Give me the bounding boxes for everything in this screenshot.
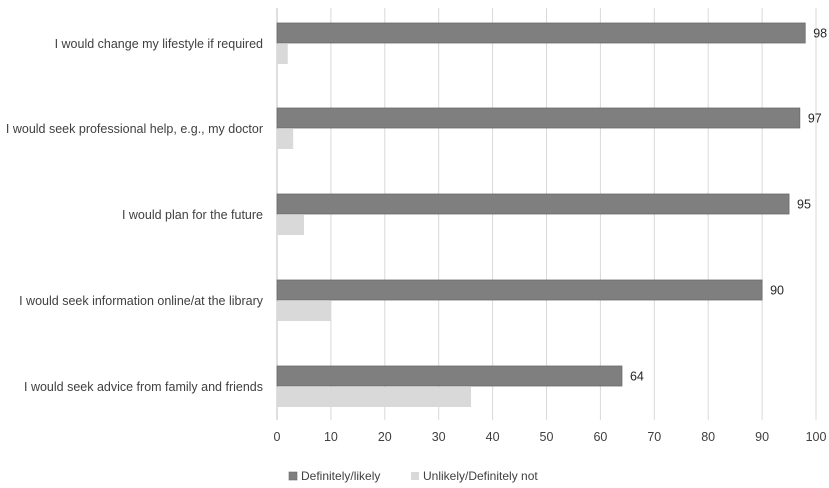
bar-unlikely xyxy=(277,387,472,407)
x-tick-label: 0 xyxy=(274,430,281,444)
bar-unlikely xyxy=(277,44,288,64)
x-tick-label: 70 xyxy=(647,430,661,444)
legend-swatch xyxy=(288,471,298,481)
category-label: I would change my lifestyle if required xyxy=(55,37,263,51)
x-tick-label: 30 xyxy=(432,430,446,444)
category-label: I would seek information online/at the l… xyxy=(19,294,264,308)
x-tick-label: 60 xyxy=(593,430,607,444)
bar-unlikely xyxy=(277,215,304,235)
x-tick-label: 40 xyxy=(486,430,500,444)
category-label: I would seek professional help, e.g., my… xyxy=(6,122,263,136)
data-label: 97 xyxy=(808,112,822,126)
bar-likely xyxy=(276,279,763,301)
bar-likely xyxy=(276,193,790,215)
data-label: 90 xyxy=(770,284,784,298)
category-label: I would plan for the future xyxy=(122,208,263,222)
bar-likely xyxy=(276,22,806,44)
legend-swatch xyxy=(411,472,419,480)
data-label: 98 xyxy=(813,27,827,41)
bar-unlikely xyxy=(277,129,294,149)
bar-likely xyxy=(276,107,801,129)
legend-entry: Definitely/likely xyxy=(301,469,380,483)
category-label: I would seek advice from family and frie… xyxy=(24,380,263,394)
x-tick-label: 50 xyxy=(540,430,554,444)
bar-likely xyxy=(276,365,623,387)
x-tick-label: 80 xyxy=(701,430,715,444)
x-tick-label: 20 xyxy=(378,430,392,444)
x-tick-label: 90 xyxy=(755,430,769,444)
x-tick-label: 10 xyxy=(324,430,338,444)
legend-entry: Unlikely/Definitely not xyxy=(423,469,538,483)
bars: 98 97 95 90 64 xyxy=(276,22,827,407)
x-tick-label: 100 xyxy=(806,430,827,444)
category-labels: I would change my lifestyle if required I… xyxy=(6,37,264,394)
data-label: 95 xyxy=(797,198,811,212)
x-axis-ticks: 0 10 20 30 40 50 60 70 80 90 100 xyxy=(274,430,827,444)
data-label: 64 xyxy=(630,370,644,384)
bar-unlikely xyxy=(277,301,331,321)
legend: Definitely/likely Unlikely/Definitely not xyxy=(288,469,538,483)
